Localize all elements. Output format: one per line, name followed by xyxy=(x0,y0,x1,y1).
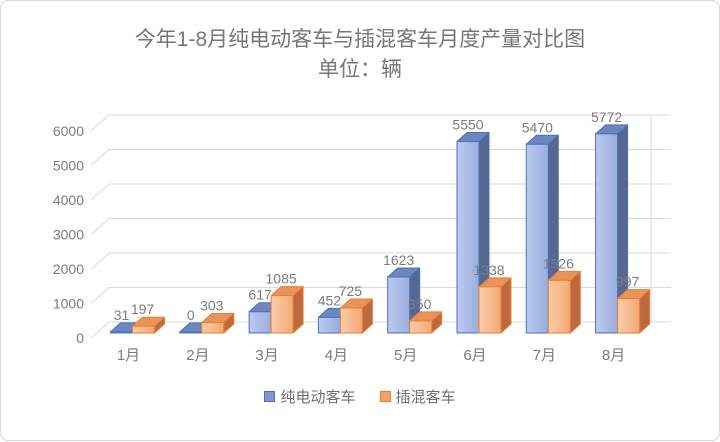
value-label-series-2-1月: 197 xyxy=(131,301,155,317)
x-axis-label-7月: 7月 xyxy=(533,347,556,364)
gridline-3000 xyxy=(90,218,671,235)
bar-front-face xyxy=(617,298,641,334)
value-label-series-1-8月: 5772 xyxy=(591,109,622,125)
chart-title: 今年1-8月纯电动客车与插混客车月度产量对比图 单位：辆 xyxy=(1,25,719,85)
bar-series-2-5月 xyxy=(409,311,443,334)
value-label-series-1-1月: 31 xyxy=(114,307,130,323)
y-tick-label-0: 0 xyxy=(76,330,84,346)
x-axis-label-4月: 4月 xyxy=(325,347,348,364)
bar-front-face xyxy=(387,276,411,334)
value-label-series-1-2月: 0 xyxy=(187,307,195,323)
legend-label-pure-electric-bus: 纯电动客车 xyxy=(280,389,356,406)
value-label-series-2-8月: 997 xyxy=(616,274,640,290)
value-label-series-2-4月: 725 xyxy=(339,283,363,299)
legend-label-plugin-hybrid-bus: 插混客车 xyxy=(395,389,456,406)
gridline-1000 xyxy=(90,287,671,304)
bar-series-2-7月 xyxy=(547,270,581,334)
legend: 纯电动客车 插混客车 xyxy=(1,386,719,407)
gridline-0 xyxy=(90,321,671,339)
bar-front-face xyxy=(179,331,203,334)
y-tick-label-1000: 1000 xyxy=(53,296,84,312)
bar-series-2-4月 xyxy=(339,298,373,334)
value-label-series-2-3月: 1085 xyxy=(266,271,297,287)
bar-series-2-6月 xyxy=(478,277,512,334)
bar-front-face xyxy=(248,311,272,334)
x-axis-label-2月: 2月 xyxy=(186,347,209,364)
bar-front-face xyxy=(409,320,433,334)
y-tick-label-5000: 5000 xyxy=(53,158,84,174)
bar-series-2-1月 xyxy=(132,316,165,334)
value-label-series-2-5月: 350 xyxy=(408,296,432,312)
value-label-series-1-7月: 5470 xyxy=(522,119,553,135)
value-label-series-1-4月: 452 xyxy=(318,292,342,308)
y-tick-label-6000: 6000 xyxy=(53,123,84,139)
bar-front-face xyxy=(110,331,133,334)
bar-front-face xyxy=(525,143,549,334)
gridline-4000 xyxy=(90,183,671,201)
chart-title-line1: 今年1-8月纯电动客车与插混客车月度产量对比图 xyxy=(134,28,586,51)
bar-series-1-8月 xyxy=(595,124,629,334)
bar-series-1-5月 xyxy=(387,267,421,334)
bar-front-face xyxy=(478,286,502,334)
bar-front-face xyxy=(547,279,571,334)
value-label-series-1-5月: 1623 xyxy=(383,252,414,268)
legend-item-plugin-hybrid-bus: 插混客车 xyxy=(379,386,456,407)
x-axis-label-8月: 8月 xyxy=(602,347,625,364)
gridline-6000 xyxy=(90,114,671,132)
value-label-series-1-6月: 5550 xyxy=(452,117,483,133)
x-axis-label-3月: 3月 xyxy=(255,347,278,364)
chart-title-line2: 单位：辆 xyxy=(318,58,402,81)
bar-front-face xyxy=(317,316,341,334)
value-label-series-2-6月: 1338 xyxy=(473,262,504,278)
value-label-series-1-3月: 617 xyxy=(248,287,272,303)
y-tick-label-3000: 3000 xyxy=(53,227,84,243)
value-label-series-2-2月: 303 xyxy=(200,298,224,314)
bar-front-face xyxy=(270,295,294,334)
bar-front-face xyxy=(132,325,155,334)
value-label-series-2-7月: 1526 xyxy=(543,255,574,271)
y-tick-label-4000: 4000 xyxy=(53,192,84,208)
bar-series-1-6月 xyxy=(456,132,490,334)
bar-series-2-3月 xyxy=(270,286,304,334)
y-tick-label-2000: 2000 xyxy=(53,261,84,277)
legend-item-pure-electric-bus: 纯电动客车 xyxy=(264,386,356,407)
bar-side-face xyxy=(569,270,581,334)
gridline-2000 xyxy=(90,252,671,270)
bar-front-face xyxy=(595,133,619,334)
bar-series-2-8月 xyxy=(617,289,651,334)
x-axis-label-1月: 1月 xyxy=(117,347,140,364)
bar-front-face xyxy=(456,141,480,334)
legend-swatch-plugin-hybrid-bus xyxy=(379,391,391,402)
x-axis-label-5月: 5月 xyxy=(394,347,417,364)
bar-series-2-2月 xyxy=(201,313,235,334)
legend-swatch-pure-electric-bus xyxy=(264,391,276,402)
bar-front-face xyxy=(339,307,363,334)
bar-front-face xyxy=(201,322,225,334)
gridline-5000 xyxy=(90,149,671,166)
x-axis-label-6月: 6月 xyxy=(463,347,486,364)
